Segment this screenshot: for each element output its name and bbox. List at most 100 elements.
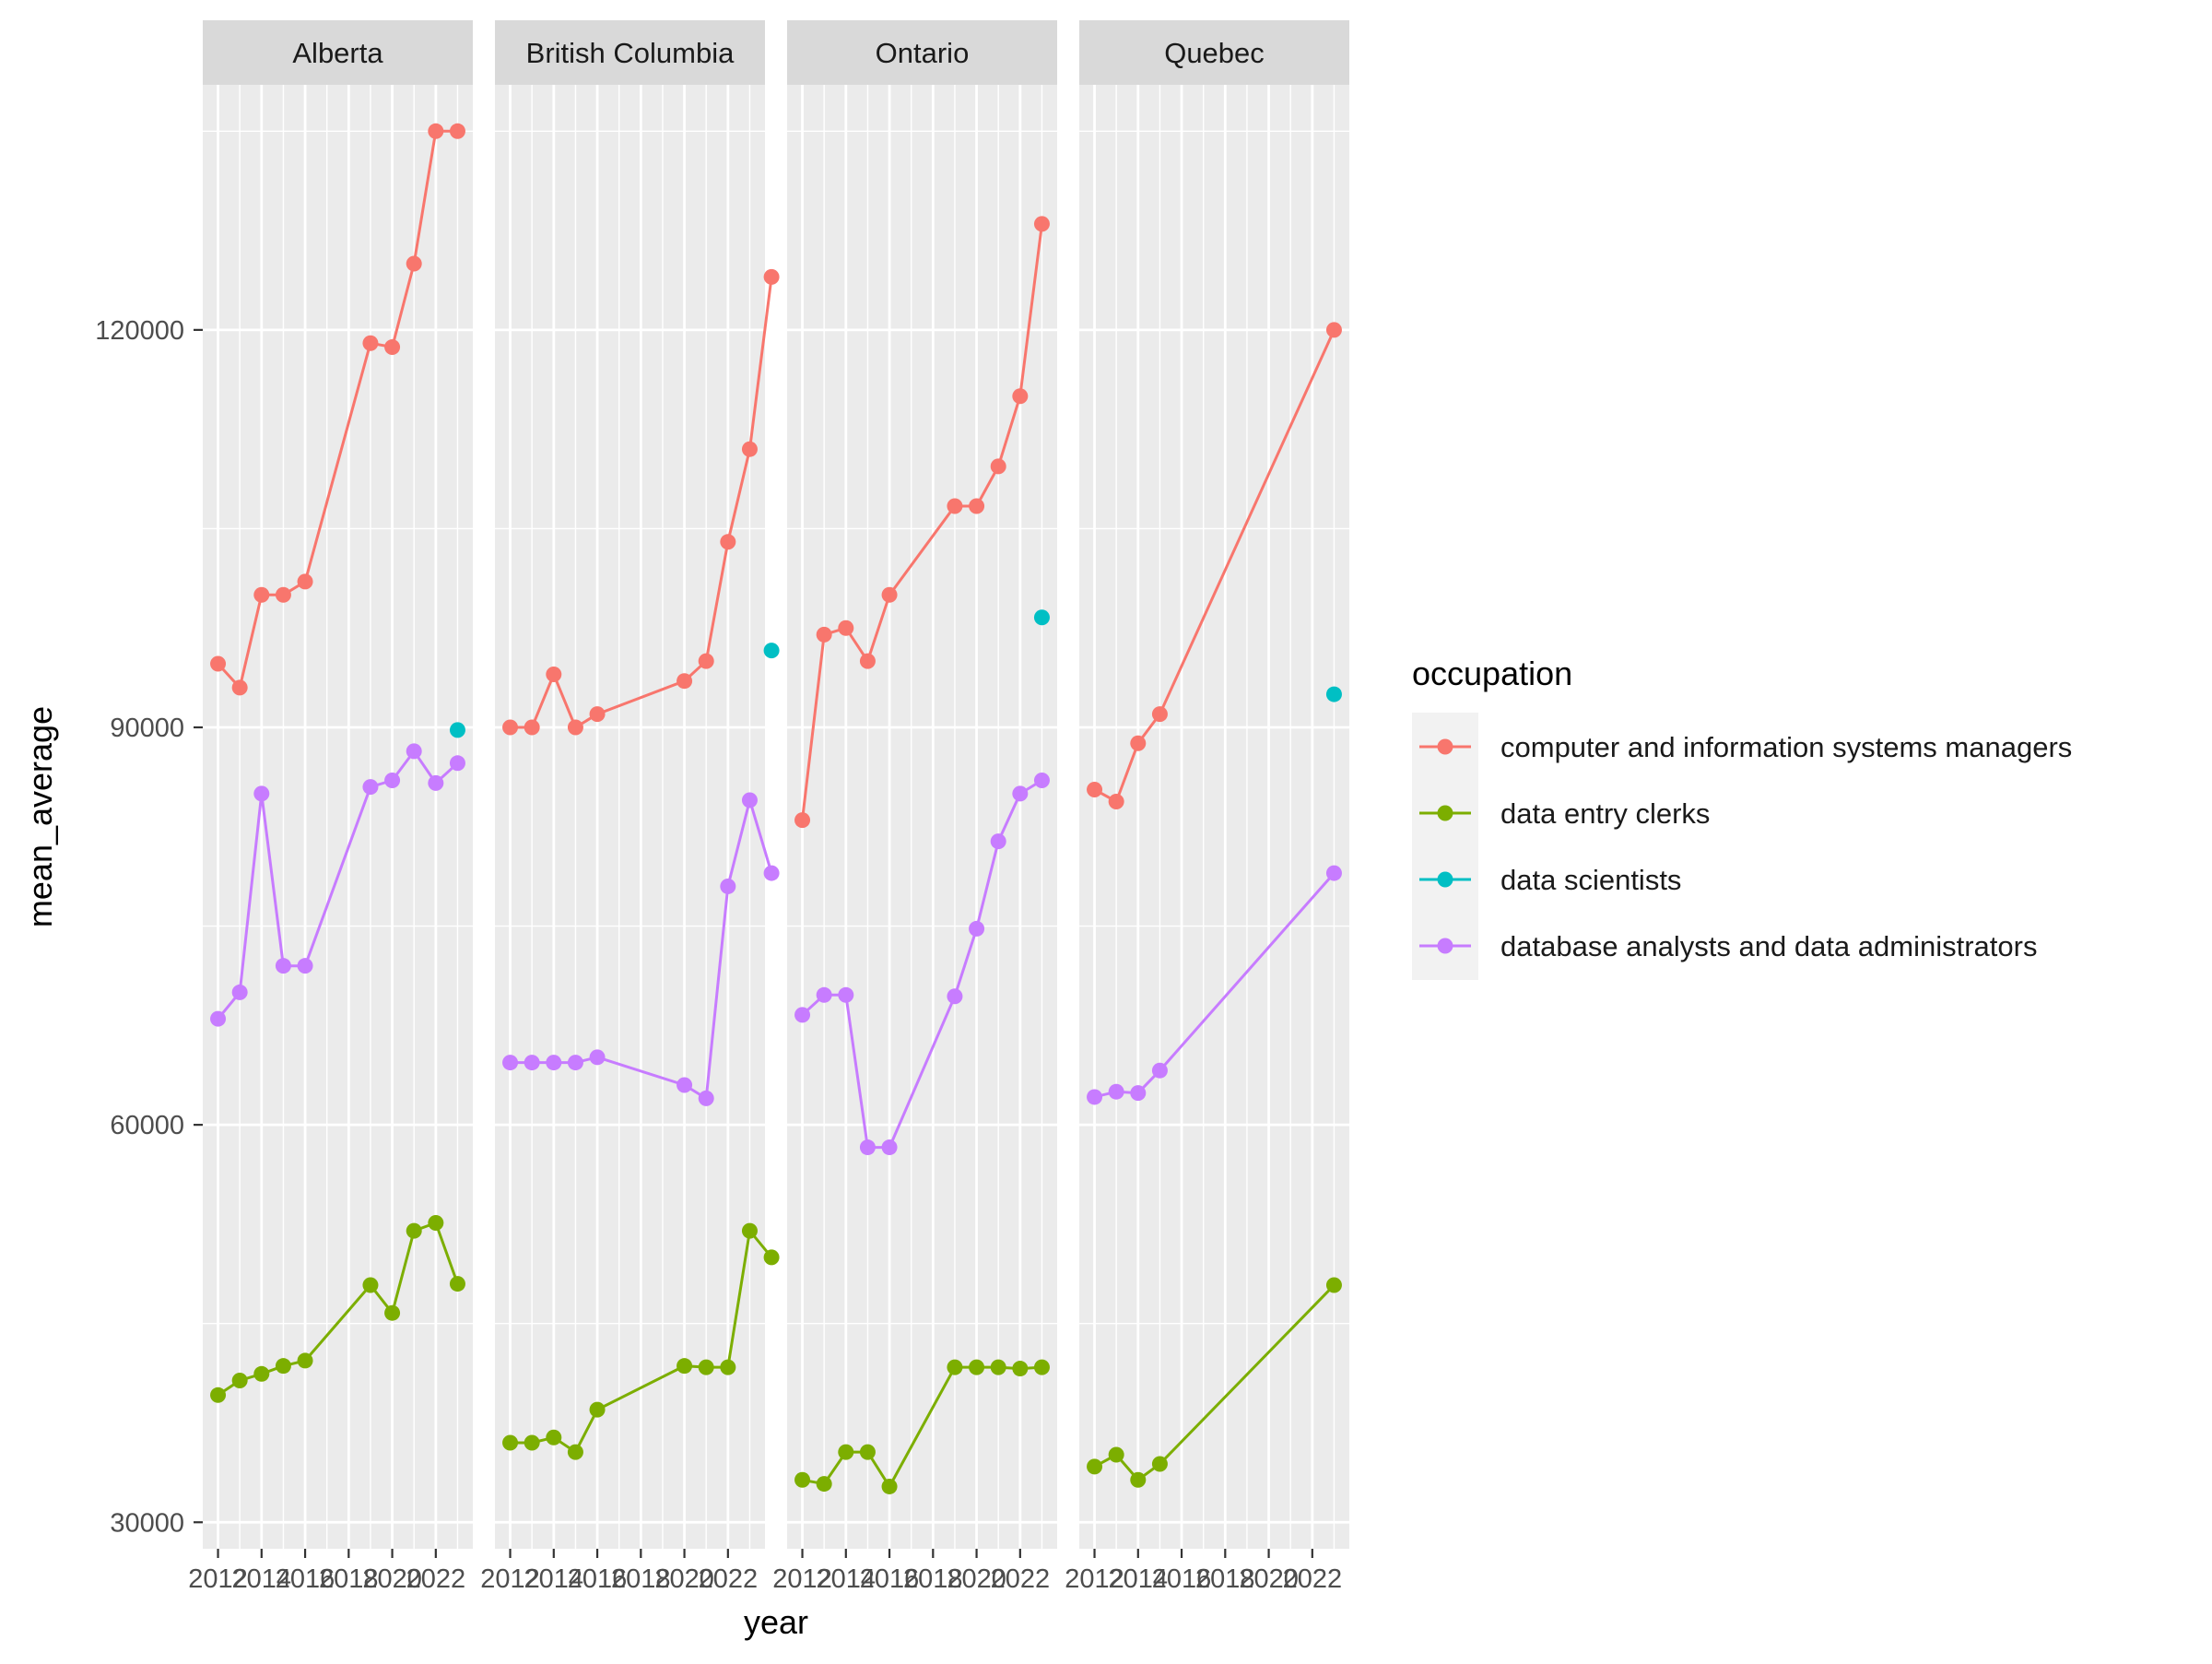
x-tick-label: 2022 — [1283, 1564, 1343, 1594]
data-point-database-analysts-and-data-administrators — [838, 986, 854, 1003]
x-tick-label: 2020 — [362, 1564, 422, 1594]
x-tick-label: 2022 — [406, 1564, 466, 1594]
x-axis-title: year — [744, 1603, 808, 1641]
facet-strip — [787, 20, 1057, 85]
data-point-database-analysts-and-data-administrators — [947, 988, 963, 1005]
x-tick-label: 2020 — [947, 1564, 1006, 1594]
x-tick-label: 2018 — [903, 1564, 963, 1594]
series-line-data-entry-clerks — [802, 1365, 1042, 1490]
series-line-database-analysts-and-data-administrators — [801, 779, 1043, 1150]
y-tick-label: 60000 — [110, 1111, 184, 1140]
facet-strip — [1079, 20, 1349, 85]
data-point-data-entry-clerks — [567, 1444, 583, 1460]
data-point-data-entry-clerks — [524, 1434, 540, 1451]
data-point-database-analysts-and-data-administrators — [253, 785, 270, 802]
series-line-computer-and-information-systems-managers — [510, 277, 773, 730]
y-tick-label: 30000 — [110, 1508, 184, 1538]
data-point-computer-and-information-systems-managers — [502, 719, 519, 736]
x-tick-label: 2018 — [1195, 1564, 1255, 1594]
data-point-computer-and-information-systems-managers — [698, 653, 714, 669]
data-point-data-entry-clerks — [362, 1277, 379, 1293]
data-point-data-entry-clerks — [859, 1444, 876, 1460]
data-point-database-analysts-and-data-administrators — [567, 1055, 583, 1071]
data-point-computer-and-information-systems-managers — [947, 498, 963, 514]
data-point-database-analysts-and-data-administrators — [297, 958, 313, 974]
data-point-database-analysts-and-data-administrators — [362, 779, 379, 796]
data-point-computer-and-information-systems-managers — [567, 719, 583, 736]
data-point-computer-and-information-systems-managers — [969, 498, 985, 514]
data-point-computer-and-information-systems-managers — [990, 458, 1006, 475]
facet-strip — [203, 20, 473, 85]
legend: occupation computer and information syste… — [1412, 655, 2072, 980]
data-point-computer-and-information-systems-managers — [210, 655, 227, 672]
x-tick-label: 2018 — [319, 1564, 379, 1594]
data-point-database-analysts-and-data-administrators — [231, 984, 248, 1000]
data-point-data-entry-clerks — [677, 1358, 693, 1375]
data-point-data-entry-clerks — [253, 1365, 270, 1382]
x-tick-label: 2012 — [188, 1564, 248, 1594]
series-line-computer-and-information-systems-managers — [801, 223, 1043, 820]
data-point-data-entry-clerks — [1151, 1456, 1168, 1472]
data-point-computer-and-information-systems-managers — [275, 586, 291, 603]
data-point-database-analysts-and-data-administrators — [502, 1055, 519, 1071]
data-point-data-entry-clerks — [947, 1359, 963, 1375]
data-point-data-entry-clerks — [1087, 1458, 1103, 1475]
data-point-data-entry-clerks — [1130, 1471, 1147, 1488]
data-point-computer-and-information-systems-managers — [1012, 388, 1029, 405]
data-point-computer-and-information-systems-managers — [1325, 322, 1342, 338]
legend-key-point — [1437, 938, 1453, 954]
data-point-computer-and-information-systems-managers — [524, 719, 540, 736]
data-point-data-entry-clerks — [1033, 1359, 1050, 1375]
data-point-computer-and-information-systems-managers — [763, 268, 780, 285]
data-point-data-scientists — [763, 643, 780, 659]
data-point-database-analysts-and-data-administrators — [794, 1007, 811, 1023]
data-point-database-analysts-and-data-administrators — [990, 833, 1006, 850]
facet-strip — [495, 20, 765, 85]
data-point-computer-and-information-systems-managers — [859, 653, 876, 669]
data-point-database-analysts-and-data-administrators — [589, 1049, 606, 1066]
data-point-database-analysts-and-data-administrators — [816, 986, 832, 1003]
data-point-data-scientists — [449, 722, 465, 738]
data-point-data-entry-clerks — [210, 1387, 227, 1403]
data-point-database-analysts-and-data-administrators — [677, 1077, 693, 1093]
series-line-database-analysts-and-data-administrators — [217, 749, 459, 1021]
data-point-computer-and-information-systems-managers — [881, 586, 898, 603]
x-tick-label: 2014 — [524, 1564, 584, 1594]
data-point-database-analysts-and-data-administrators — [1325, 865, 1342, 881]
data-point-database-analysts-and-data-administrators — [1087, 1089, 1103, 1105]
y-tick-label: 120000 — [95, 316, 184, 346]
data-point-data-entry-clerks — [502, 1434, 519, 1451]
x-tick-label: 2012 — [1065, 1564, 1124, 1594]
data-point-computer-and-information-systems-managers — [384, 339, 401, 356]
series-line-database-analysts-and-data-administrators — [510, 795, 773, 1101]
data-point-data-entry-clerks — [1325, 1277, 1342, 1293]
x-tick-label: 2012 — [772, 1564, 832, 1594]
x-tick-label: 2012 — [480, 1564, 540, 1594]
data-point-data-scientists — [1325, 686, 1342, 702]
data-point-data-entry-clerks — [969, 1359, 985, 1375]
legend-key-point — [1437, 871, 1453, 888]
data-point-computer-and-information-systems-managers — [1130, 735, 1147, 751]
x-tick-label: 2018 — [611, 1564, 671, 1594]
data-point-computer-and-information-systems-managers — [406, 255, 422, 272]
legend-label: data entry clerks — [1500, 797, 1710, 830]
panel-background — [787, 85, 1057, 1549]
data-point-data-entry-clerks — [741, 1222, 758, 1239]
data-point-database-analysts-and-data-administrators — [1130, 1085, 1147, 1102]
data-point-database-analysts-and-data-administrators — [720, 878, 736, 894]
data-point-data-entry-clerks — [698, 1359, 714, 1375]
data-point-database-analysts-and-data-administrators — [406, 743, 422, 760]
data-point-database-analysts-and-data-administrators — [449, 755, 465, 772]
x-tick-label: 2016 — [1152, 1564, 1212, 1594]
data-point-computer-and-information-systems-managers — [816, 626, 832, 643]
data-point-database-analysts-and-data-administrators — [210, 1010, 227, 1027]
series-line-data-entry-clerks — [217, 1221, 459, 1397]
panel-background — [1079, 85, 1349, 1549]
data-point-data-entry-clerks — [546, 1429, 562, 1446]
facet-strip-label: Quebec — [1164, 37, 1265, 69]
facet-strip-label: Alberta — [292, 37, 383, 69]
data-point-data-entry-clerks — [838, 1444, 854, 1460]
